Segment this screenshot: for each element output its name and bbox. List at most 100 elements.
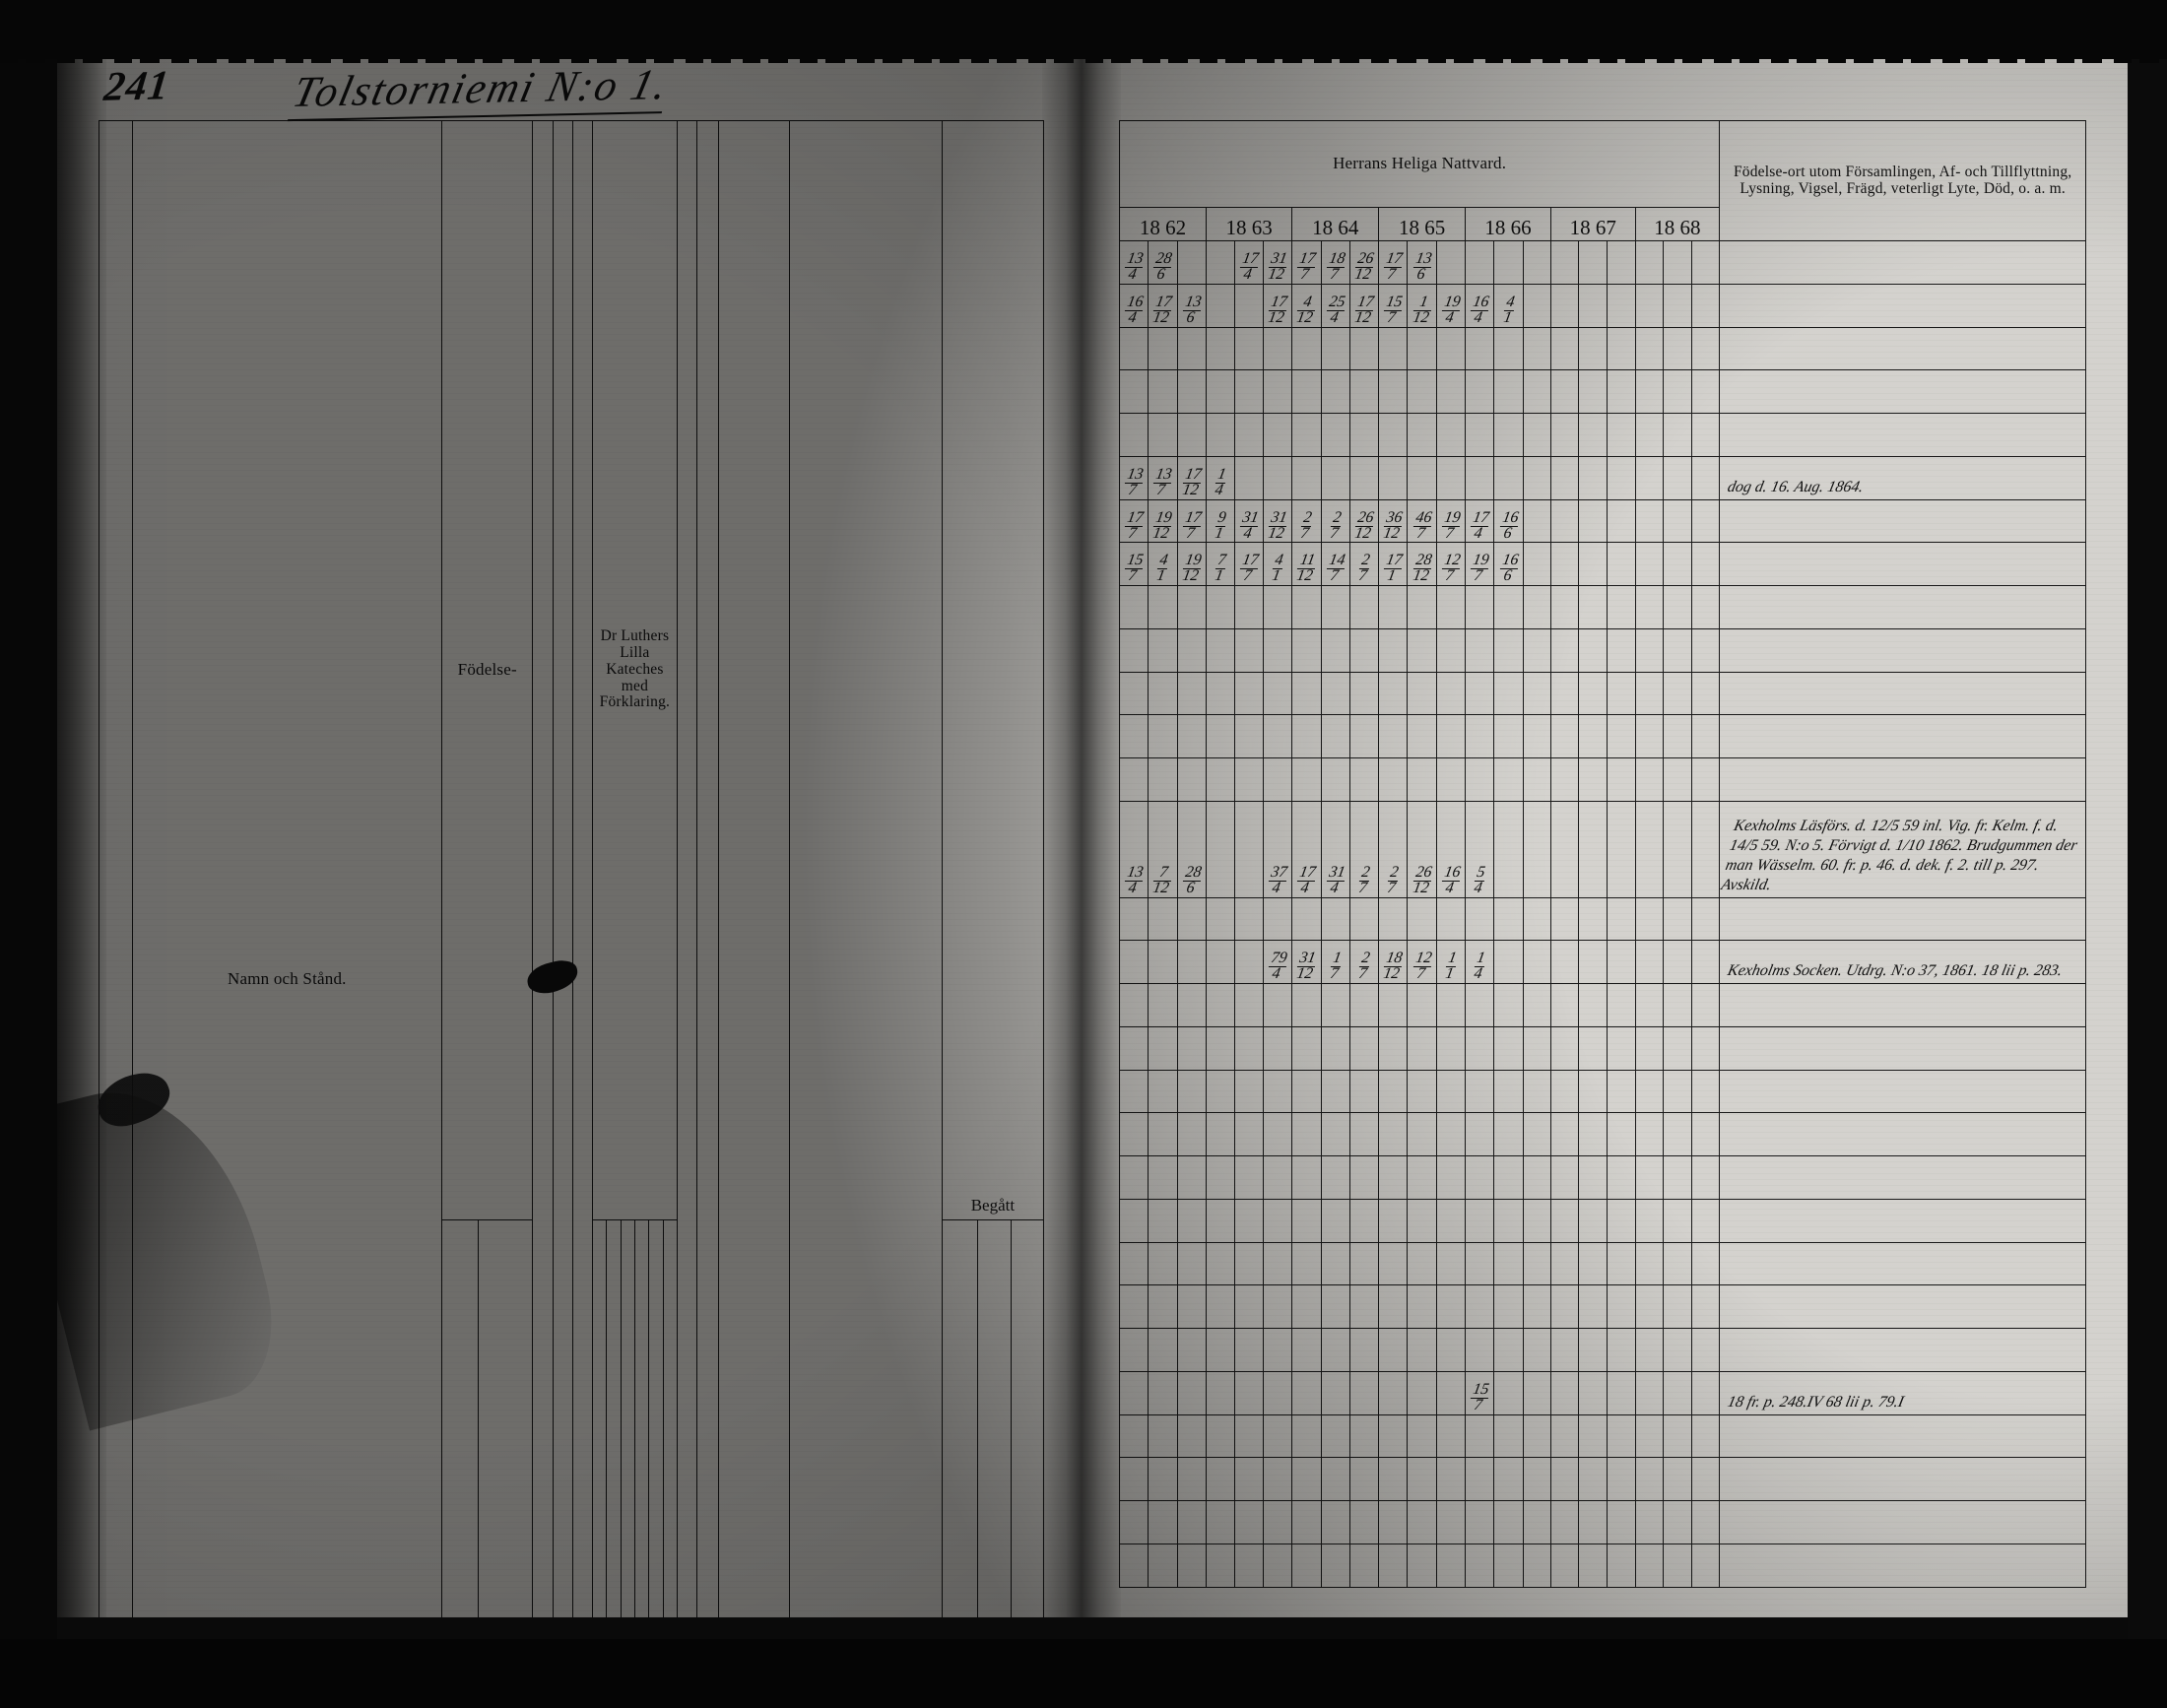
- row-communion-entry: [1118, 714, 1149, 758]
- table-row-empty: [1118, 627, 2086, 673]
- row-communion-entry: 36 12: [1378, 498, 1409, 544]
- row-communion-entry: [1493, 455, 1524, 500]
- row-communion-entry: [1205, 983, 1235, 1027]
- row-communion-entry: [1320, 1328, 1350, 1372]
- row-communion-entry: [1118, 1328, 1149, 1372]
- header-skriftens-sprak-cell: Skriftens Språk.: [676, 120, 698, 1617]
- row-communion-entry: [1378, 671, 1409, 716]
- row-communion-entry: 15 7: [1465, 1370, 1495, 1415]
- row-communion-entry: [1118, 1155, 1149, 1200]
- row-communion-entry: [1578, 1155, 1608, 1200]
- row-communion-entry: [1522, 240, 1551, 285]
- row-communion-entry: [1407, 1112, 1437, 1157]
- row-communion-entry: [1118, 896, 1149, 942]
- table-row[interactable]: 13 7 13 7 17 12 1 4 dog d. 16. Aug. 1864.: [1118, 455, 2086, 500]
- row-communion-entry: [1435, 413, 1467, 457]
- row-communion-entry: [1634, 1457, 1665, 1502]
- row-communion-entry: [1407, 896, 1437, 942]
- row-communion-entry: [1176, 1543, 1207, 1589]
- row-communion-entry: [1407, 627, 1437, 673]
- row-communion-entry: [1663, 455, 1692, 500]
- header-forsummat-cell: Försummat Katechisniförhören.: [718, 120, 791, 1617]
- row-communion-entry: [1549, 369, 1580, 414]
- row-communion-entry: [1690, 1112, 1721, 1157]
- row-communion-entry: [1348, 369, 1380, 414]
- row-communion-entry: [1606, 542, 1636, 586]
- row-communion-entry: [1291, 757, 1322, 802]
- row-communion-entry: [1578, 1112, 1608, 1157]
- row-communion-entry: [1663, 714, 1692, 758]
- row-communion-entry: [1522, 498, 1551, 544]
- row-communion-entry: [1148, 896, 1178, 942]
- row-communion-entry: [1663, 983, 1692, 1027]
- row-communion-entry: [1233, 1413, 1264, 1459]
- table-row[interactable]: 15 7 4 1 19 12 7 1 17 7 4 1 11 12 14 7 2 7 17 1 28 12 12 7 19 7 16…: [1118, 542, 2086, 586]
- row-communion-entry: [1663, 940, 1692, 985]
- row-communion-entry: [1435, 1543, 1467, 1589]
- row-communion-entry: [1663, 283, 1692, 328]
- row-communion-entry: [1690, 369, 1721, 414]
- row-communion-entry: [1435, 1500, 1467, 1544]
- row-communion-entry: [1690, 1069, 1721, 1114]
- row-communion-entry: [1320, 1543, 1350, 1589]
- table-row[interactable]: 79 4 31 12 1 7 2 7 18 12 12 7 1 1 1 4 Kexholms Socken. U…: [1118, 940, 2086, 985]
- village-title-text: Tolstorniemi N:o 1.: [287, 58, 675, 122]
- row-communion-entry: [1205, 1025, 1235, 1071]
- row-communion-entry: [1606, 983, 1636, 1027]
- row-communion-entry: [1493, 671, 1524, 716]
- margin-column-header: [98, 120, 133, 1617]
- row-communion-entry: [1348, 1025, 1380, 1071]
- row-communion-entry: [1176, 1198, 1207, 1243]
- table-row[interactable]: 13 4 28 6 17 4 31 12 17 7 18 7 26 12 17 7 13 6: [1118, 240, 2086, 285]
- row-communion-entry: [1435, 627, 1467, 673]
- row-communion-entry: [1291, 896, 1322, 942]
- row-communion-entry: [1493, 800, 1524, 898]
- row-communion-entry: [1176, 1069, 1207, 1114]
- row-communion-entry: [1493, 940, 1524, 985]
- row-communion-entry: [1634, 283, 1665, 328]
- row-communion-entry: [1465, 1198, 1495, 1243]
- row-communion-entry: [1176, 1112, 1207, 1157]
- row-communion-entry: [1262, 1069, 1293, 1114]
- row-communion-entry: [1205, 714, 1235, 758]
- row-communion-entry: [1578, 671, 1608, 716]
- row-communion-entry: [1606, 240, 1636, 285]
- row-communion-entry: [1690, 542, 1721, 586]
- row-communion-entry: [1262, 671, 1293, 716]
- table-row[interactable]: 16 4 17 12 13 6 17 12 4 12 25 4 17 12 15 7 1 12 19 4 16 4 4 1: [1118, 283, 2086, 328]
- row-communion-entry: [1176, 1370, 1207, 1415]
- row-communion-entry: [1493, 585, 1524, 629]
- table-row[interactable]: 17 7 19 12 17 7 9 1 31 4 31 12 2 7 2 7 26 12 36 12 46 7 19 7 17 4…: [1118, 498, 2086, 544]
- row-communion-entry: [1148, 1457, 1178, 1502]
- row-communion-entry: [1634, 800, 1665, 898]
- table-row-empty: [1118, 1025, 2086, 1071]
- row-communion-entry: [1663, 1413, 1692, 1459]
- row-communion-entry: 31 4: [1320, 800, 1350, 898]
- row-communion-entry: [1262, 1457, 1293, 1502]
- row-communion-entry: [1549, 1198, 1580, 1243]
- row-communion-entry: [1233, 1155, 1264, 1200]
- row-communion-entry: [1407, 1025, 1437, 1071]
- row-communion-entry: [1493, 714, 1524, 758]
- row-communion-entry: [1262, 757, 1293, 802]
- row-communion-entry: [1205, 671, 1235, 716]
- table-row[interactable]: 15 7 18 fr. p. 248.IV 68 lii p. 79.I: [1118, 1370, 2086, 1415]
- row-communion-entry: [1578, 1198, 1608, 1243]
- row-communion-entry: 79 4: [1262, 940, 1293, 985]
- table-row[interactable]: [1118, 896, 2086, 942]
- row-communion-entry: 15 7: [1118, 542, 1149, 586]
- row-communion-entry: [1291, 1457, 1322, 1502]
- row-communion-entry: [1690, 1241, 1721, 1286]
- row-communion-entry: 4 12: [1291, 283, 1322, 328]
- row-communion-entry: [1690, 1328, 1721, 1372]
- row-communion-entry: [1549, 1543, 1580, 1589]
- row-communion-entry: [1435, 1198, 1467, 1243]
- row-communion-entry: 25 4: [1320, 283, 1350, 328]
- row-communion-entry: [1407, 455, 1437, 500]
- row-communion-entry: [1320, 671, 1350, 716]
- row-communion-entry: [1378, 1025, 1409, 1071]
- row-communion-entry: [1435, 1155, 1467, 1200]
- table-row[interactable]: 13 4 7 12 28 6 37 4 17 4 31 4 2 7 2 7 26 12 16 4 5 4 Kexholms …: [1118, 800, 2086, 898]
- row-communion-entry: [1148, 1155, 1178, 1200]
